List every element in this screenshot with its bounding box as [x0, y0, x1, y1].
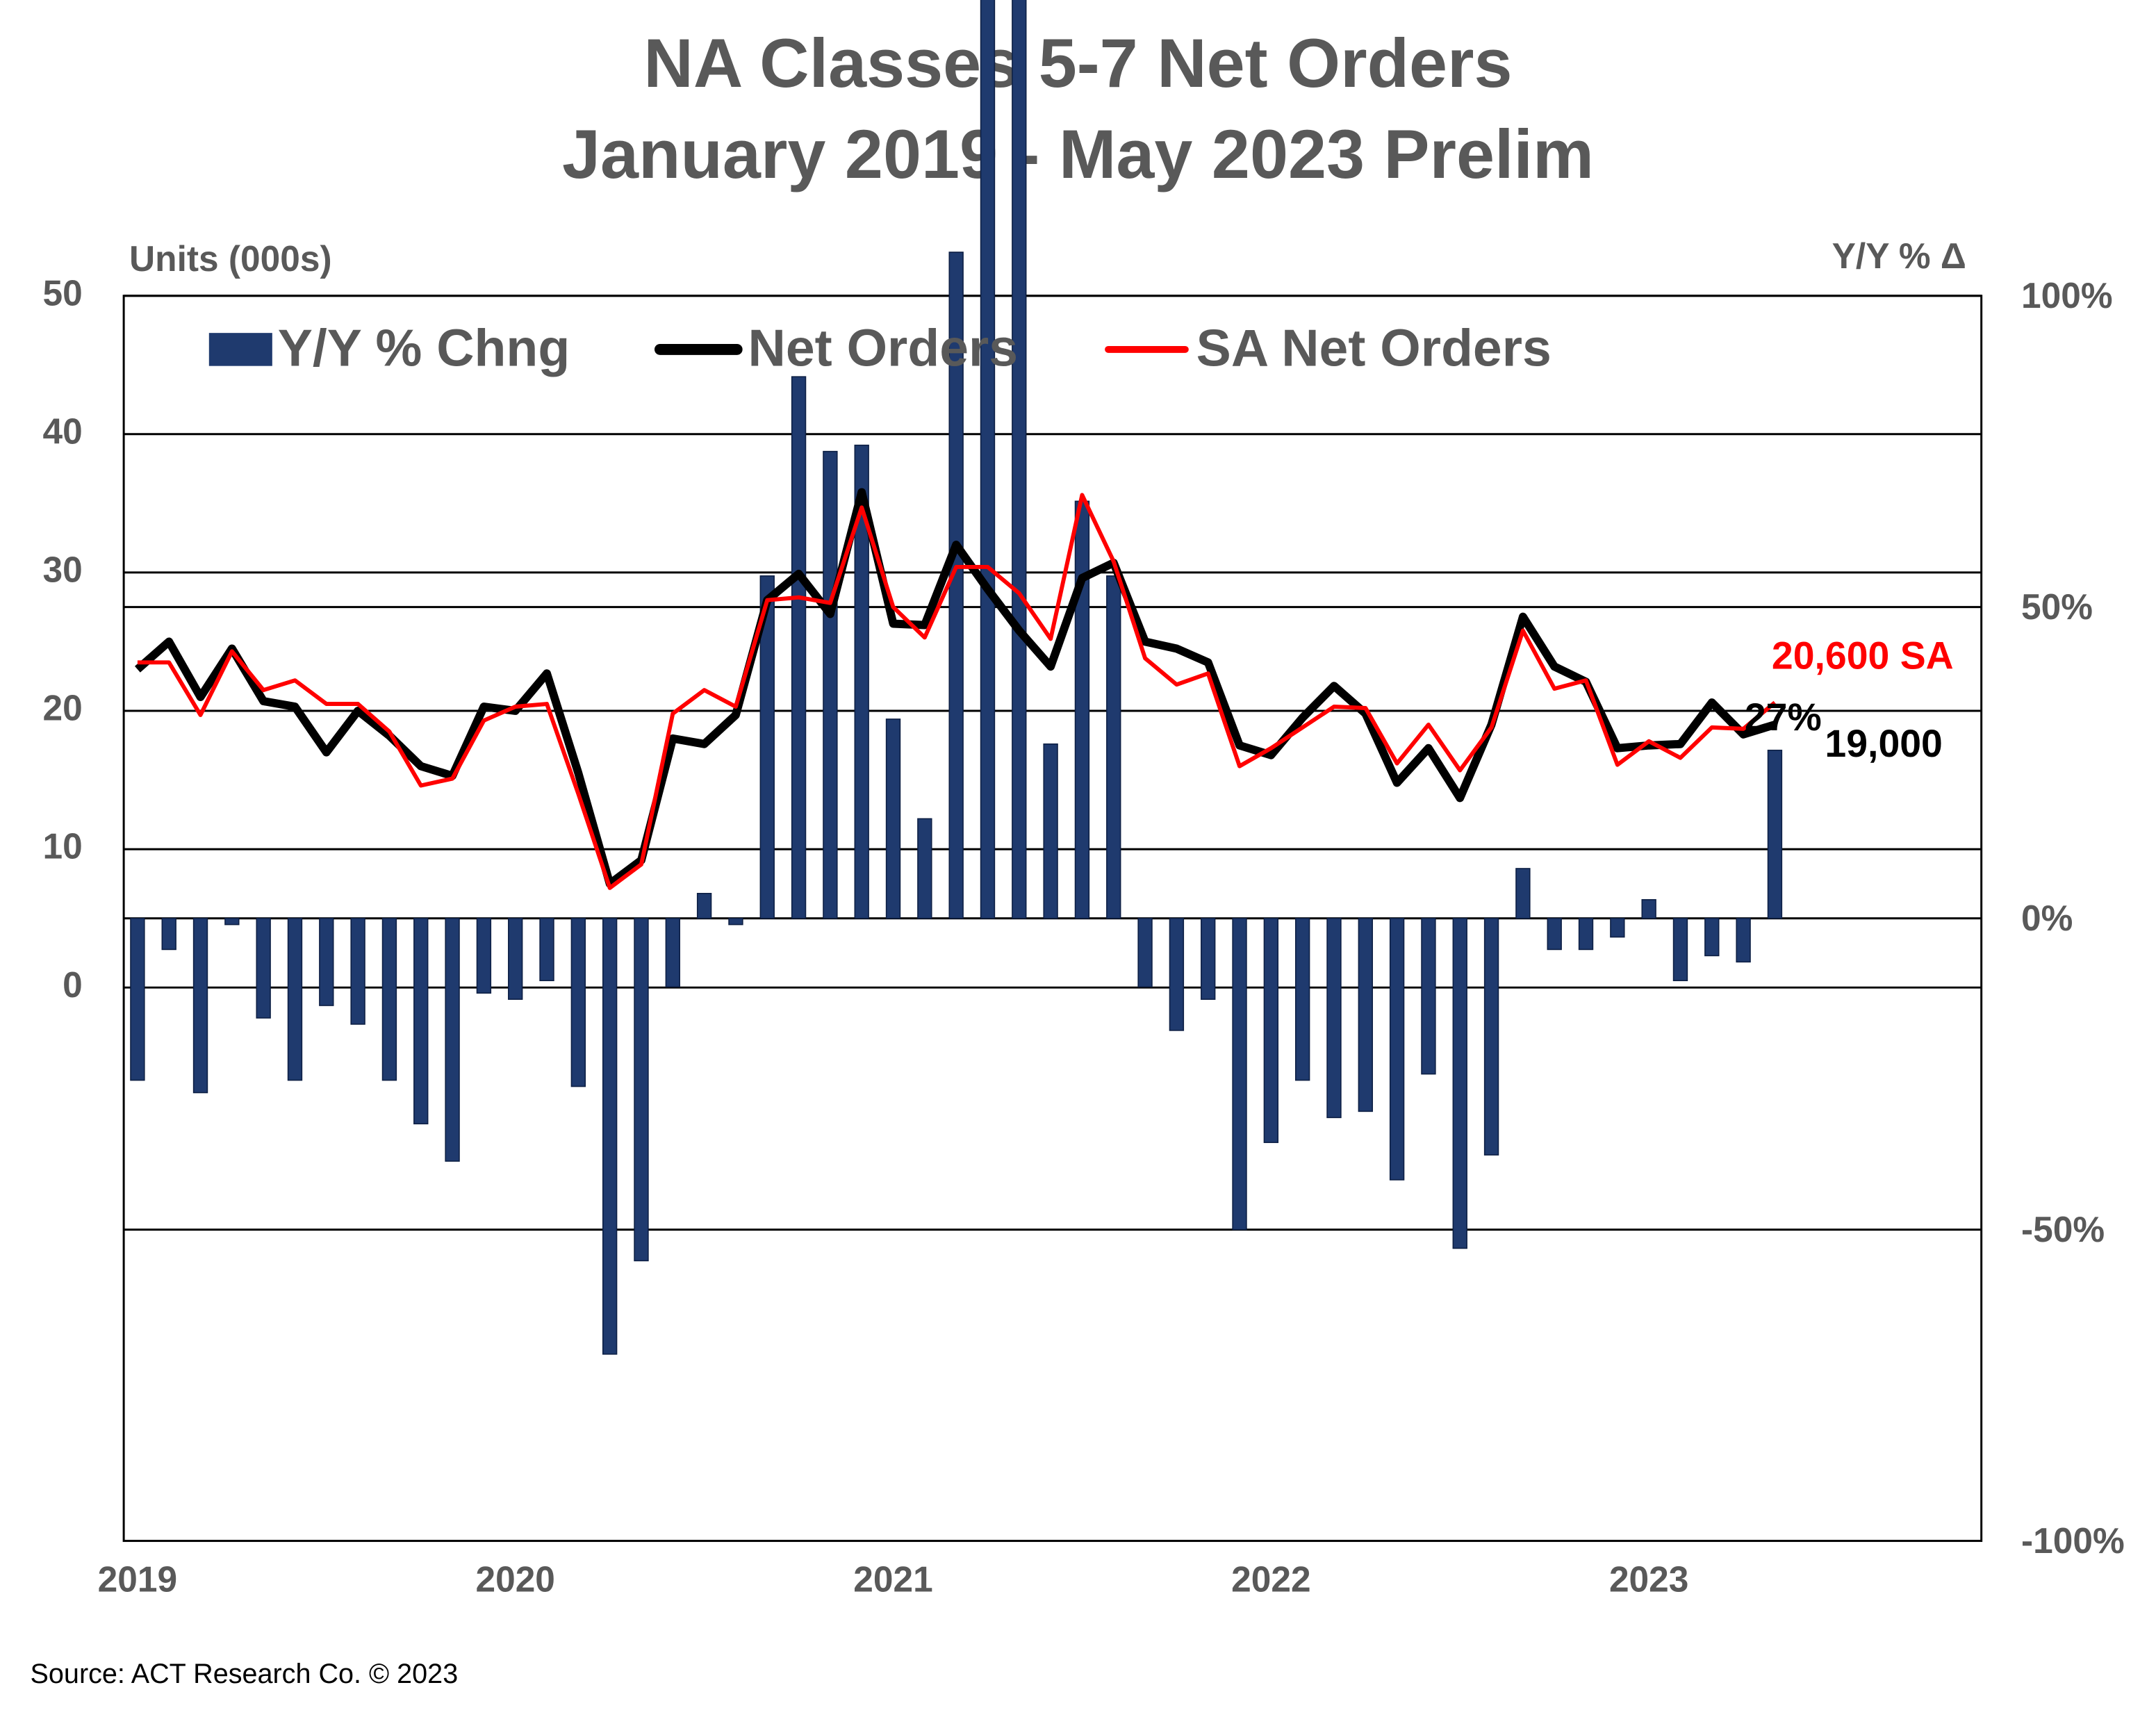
bar — [381, 917, 397, 1081]
y2-tick-label: -50% — [2021, 1209, 2105, 1249]
bar — [130, 917, 145, 1081]
y-tick-label: 10 — [43, 826, 83, 866]
bar — [1106, 575, 1121, 919]
bar — [1672, 917, 1688, 982]
bar — [539, 917, 554, 982]
chart-subtitle: January 2019 - May 2023 Prelim — [562, 115, 1594, 192]
bar — [1263, 917, 1279, 1143]
legend-label: Y/Y % Chng — [278, 319, 570, 377]
annotation: 19,000 — [1825, 722, 1942, 765]
annotation: 27% — [1745, 696, 1822, 739]
source: Source: ACT Research Co. © 2023 — [31, 1659, 459, 1689]
bar — [1452, 917, 1467, 1249]
y-tick-label: 50 — [43, 272, 83, 313]
bar — [1767, 749, 1783, 919]
annotation: 20,600 SA — [1772, 634, 1954, 677]
y2-axis-label: Y/Y % Δ — [1832, 236, 1966, 276]
bar — [1137, 917, 1153, 987]
bar — [161, 917, 176, 951]
bar — [1012, 0, 1027, 919]
bar — [1483, 917, 1499, 1156]
bar — [1736, 917, 1751, 963]
bar — [728, 917, 743, 926]
bar — [287, 917, 303, 1081]
y2-tick-label: -100% — [2021, 1520, 2125, 1561]
bar — [1043, 743, 1058, 919]
x-tick-label: 2020 — [475, 1559, 554, 1600]
bar — [885, 718, 901, 919]
x-tick-label: 2023 — [1609, 1559, 1688, 1600]
bar — [1547, 917, 1562, 951]
bar — [1389, 917, 1405, 1181]
y-tick-label: 20 — [43, 688, 83, 728]
legend-label: SA Net Orders — [1196, 319, 1552, 377]
bar — [602, 917, 618, 1355]
bar — [1610, 917, 1625, 938]
bar — [1515, 868, 1531, 919]
y-tick-label: 0 — [63, 964, 83, 1005]
legend-label: Net Orders — [748, 319, 1019, 377]
bar — [508, 917, 523, 1000]
bar — [1578, 917, 1594, 951]
bar — [1641, 898, 1656, 919]
bar — [634, 917, 649, 1262]
plot-frame — [122, 295, 1983, 1543]
y2-tick-label: 100% — [2021, 275, 2113, 315]
bar — [192, 917, 208, 1094]
bar — [413, 917, 429, 1125]
bar — [1358, 917, 1373, 1112]
bar — [1326, 917, 1342, 1119]
bar — [1201, 917, 1216, 1000]
bar — [256, 917, 271, 1019]
bar — [696, 892, 712, 919]
bar — [1421, 917, 1436, 1075]
bar — [823, 450, 838, 919]
bar — [791, 376, 807, 919]
bar — [665, 917, 680, 987]
y-tick-label: 30 — [43, 549, 83, 589]
bar — [224, 917, 240, 926]
bar — [1704, 917, 1720, 957]
legend-swatch — [208, 333, 272, 366]
bar — [570, 917, 586, 1087]
bar — [350, 917, 365, 1025]
bar — [445, 917, 460, 1162]
y2-tick-label: 0% — [2021, 898, 2073, 938]
y2-tick-label: 50% — [2021, 586, 2093, 627]
bar — [476, 917, 492, 994]
bar — [1074, 500, 1090, 919]
bar — [917, 818, 932, 919]
bar — [1294, 917, 1310, 1081]
chart-title: NA Classes 5-7 Net Orders — [643, 24, 1512, 101]
y-axis-label: Units (000s) — [129, 238, 332, 279]
bar — [759, 575, 775, 919]
y-tick-label: 40 — [43, 411, 83, 451]
x-tick-label: 2021 — [853, 1559, 932, 1600]
x-tick-label: 2022 — [1231, 1559, 1310, 1600]
bar — [1232, 917, 1247, 1231]
bar — [854, 444, 869, 919]
line — [137, 493, 1777, 890]
bar — [319, 917, 334, 1006]
x-tick-label: 2019 — [98, 1559, 177, 1600]
bar — [980, 0, 996, 919]
bar — [1169, 917, 1185, 1031]
